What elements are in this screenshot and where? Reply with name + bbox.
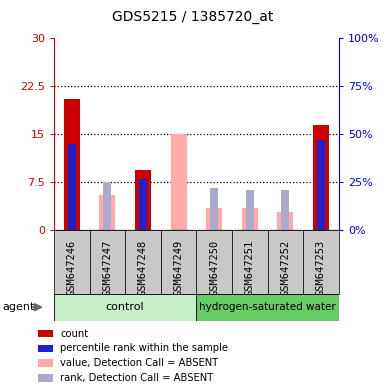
- Bar: [210, 188, 218, 230]
- Bar: [171, 134, 187, 230]
- Bar: [135, 170, 151, 230]
- Text: rank, Detection Call = ABSENT: rank, Detection Call = ABSENT: [60, 373, 214, 383]
- Text: percentile rank within the sample: percentile rank within the sample: [60, 343, 228, 353]
- Text: GSM647248: GSM647248: [138, 240, 148, 296]
- Bar: [54, 294, 196, 321]
- Text: GDS5215 / 1385720_at: GDS5215 / 1385720_at: [112, 10, 273, 24]
- Text: GSM647253: GSM647253: [316, 240, 326, 296]
- Bar: [242, 208, 258, 230]
- Bar: [268, 230, 303, 294]
- Bar: [317, 140, 325, 230]
- Bar: [313, 142, 329, 230]
- Bar: [206, 208, 222, 230]
- Bar: [232, 230, 268, 294]
- Bar: [303, 230, 339, 294]
- Text: GSM647250: GSM647250: [209, 240, 219, 296]
- Bar: [246, 190, 254, 230]
- Bar: [104, 182, 111, 230]
- Text: GSM647251: GSM647251: [245, 240, 255, 296]
- Text: hydrogen-saturated water: hydrogen-saturated water: [199, 302, 336, 312]
- Text: control: control: [106, 302, 144, 312]
- Text: GSM647246: GSM647246: [67, 240, 77, 296]
- Bar: [139, 179, 147, 230]
- Bar: [313, 125, 329, 230]
- Bar: [125, 230, 161, 294]
- Text: value, Detection Call = ABSENT: value, Detection Call = ABSENT: [60, 358, 219, 368]
- Bar: [99, 195, 116, 230]
- Bar: [38, 374, 53, 382]
- Bar: [196, 294, 339, 321]
- Bar: [68, 144, 75, 230]
- Bar: [64, 99, 80, 230]
- Text: GSM647252: GSM647252: [280, 240, 290, 296]
- Bar: [281, 190, 289, 230]
- Bar: [161, 230, 196, 294]
- Bar: [90, 230, 125, 294]
- Text: count: count: [60, 329, 89, 339]
- Bar: [38, 330, 53, 337]
- Text: agent: agent: [3, 302, 35, 312]
- Bar: [38, 359, 53, 367]
- Text: GSM647249: GSM647249: [174, 240, 184, 296]
- Bar: [54, 230, 90, 294]
- Bar: [277, 212, 293, 230]
- Text: GSM647247: GSM647247: [102, 240, 112, 296]
- Bar: [38, 345, 53, 352]
- Bar: [196, 230, 232, 294]
